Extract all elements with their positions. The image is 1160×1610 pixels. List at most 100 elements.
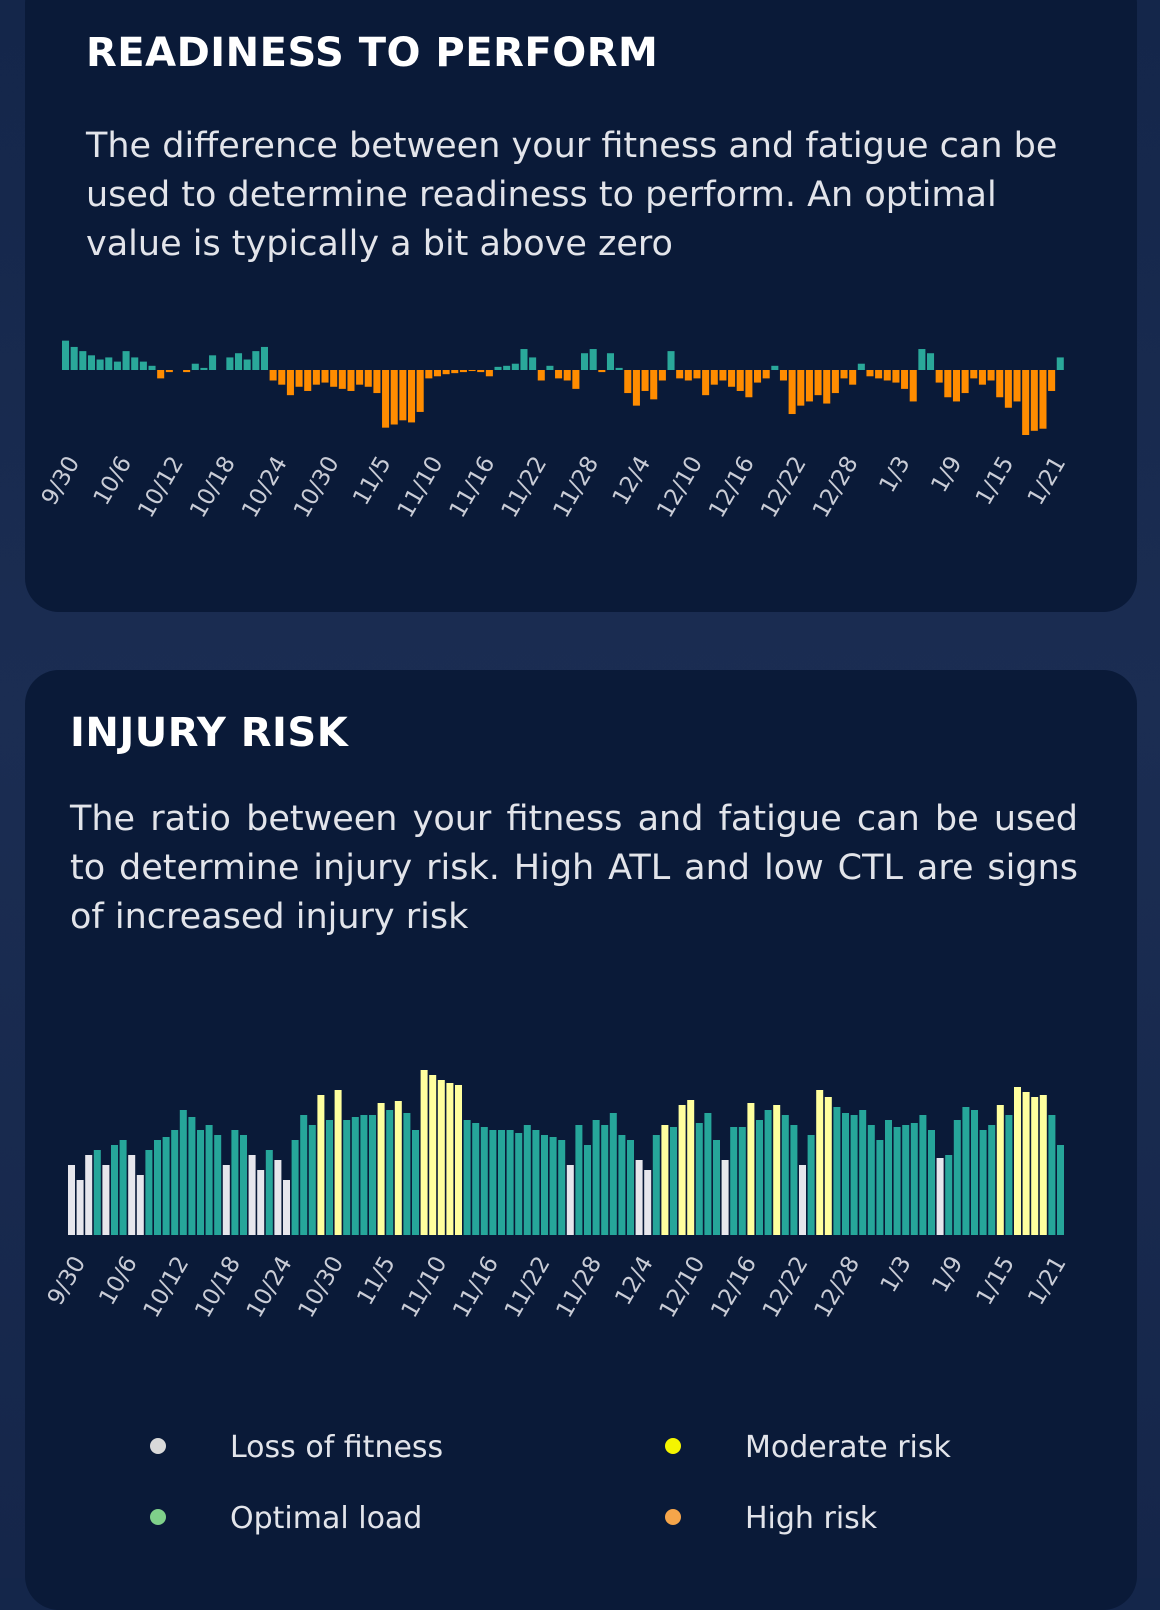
bar [171,1130,179,1235]
bar [122,351,130,370]
bar [676,370,684,379]
bar [589,349,597,370]
bar [312,370,320,385]
bar [893,1127,901,1235]
bar [756,1120,763,1235]
bar [412,1130,419,1235]
bar [70,346,78,370]
bar [468,370,476,372]
bar [667,351,675,370]
bar [892,370,900,383]
card-description: The ratio between your fitness and fatig… [70,799,1078,937]
bar [857,363,865,370]
bar [529,357,537,370]
bar [944,370,952,398]
bar [867,1125,875,1235]
bar [764,1110,772,1235]
bar [425,370,433,379]
bar [572,370,580,389]
bar [532,1130,540,1235]
bar [606,353,614,370]
bar [300,1115,308,1235]
bar [377,1103,385,1235]
bar [386,1110,394,1235]
bar [609,1113,617,1235]
bar [546,365,554,370]
bar [754,370,762,383]
bar [728,370,736,387]
bar [506,1130,514,1235]
bar [145,1150,153,1235]
x-tick-label: 1/3 [875,452,916,497]
x-tick-label: 1/15 [972,1252,1020,1310]
bar [214,1135,222,1235]
bar [627,1140,634,1235]
x-tick-label: 12/16 [704,452,760,522]
bar [730,1127,738,1235]
bar [131,357,139,370]
bar [850,1115,858,1235]
bar [678,1105,686,1235]
card-description: The difference between your fitness and … [86,126,1058,264]
x-tick-label: 9/30 [37,452,85,510]
x-tick-label: 12/10 [652,452,708,522]
bar [945,1155,953,1235]
x-tick-label: 10/30 [294,1252,350,1322]
bar [883,370,891,381]
bar [1022,1092,1030,1235]
bar [498,1130,505,1235]
bar [747,1103,755,1235]
bar [762,370,770,379]
bar [805,370,813,402]
bar [1057,1145,1064,1235]
bar [286,370,294,396]
bar [334,1090,342,1235]
bar [919,1115,927,1235]
bar [394,1101,402,1235]
bar [165,370,173,373]
bar [773,1105,781,1235]
bar [840,370,848,379]
bar [154,1140,161,1235]
x-tick-label: 11/22 [497,452,553,522]
bar [459,370,467,373]
bar [661,1125,669,1235]
bar [455,1085,462,1235]
bar [1022,370,1030,435]
bar [936,1158,944,1235]
x-tick-label: 11/28 [552,1252,608,1322]
bar [128,1155,136,1235]
legend-marker [150,1438,166,1454]
bar [555,370,563,379]
bar [632,370,640,406]
bar [420,1070,428,1235]
bar [403,1113,411,1235]
bar [971,1110,978,1235]
bar [831,370,839,394]
bar [265,1150,273,1235]
bar [710,370,718,385]
bar [429,1075,437,1235]
bar [918,349,926,370]
bar [240,1135,247,1235]
bar [875,370,883,379]
x-tick-label: 12/10 [655,1252,711,1322]
bar [635,1160,643,1235]
bar [113,361,121,370]
bar [537,370,545,381]
bar [248,1155,256,1235]
bar [693,370,701,379]
bar [541,1135,548,1235]
x-tick-label: 1/9 [927,1252,968,1297]
bar [823,370,831,404]
bar [1048,1115,1056,1235]
bar [76,1180,84,1235]
bar [719,370,727,381]
bar [399,370,407,421]
bar [779,370,787,381]
bar [713,1140,720,1235]
bar [910,1123,918,1235]
x-tick-label: 11/22 [500,1252,556,1322]
bar [962,1107,970,1235]
